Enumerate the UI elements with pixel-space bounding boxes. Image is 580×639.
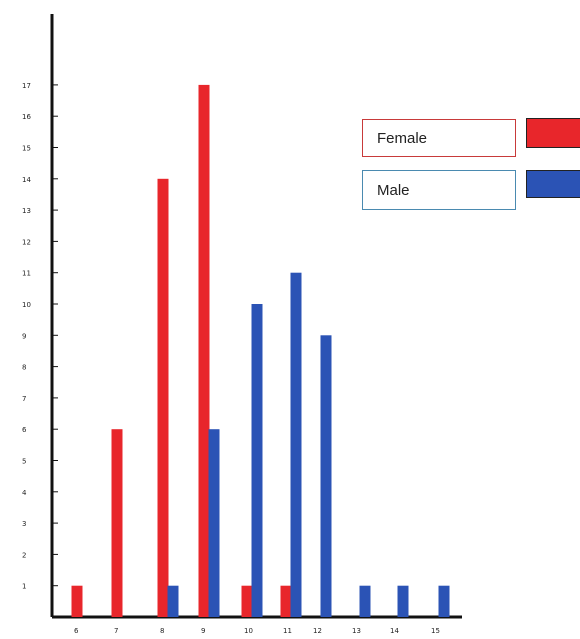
y-tick-label: 4 <box>22 489 27 497</box>
y-tick-label: 5 <box>22 458 26 466</box>
x-tick-label: 14 <box>390 627 399 635</box>
male-bar-11 <box>290 272 302 617</box>
male-bar-13 <box>359 585 371 617</box>
female-bar-6 <box>71 585 83 617</box>
y-tick-label: 9 <box>22 332 26 340</box>
male-bar-8 <box>167 585 179 617</box>
female-bar-10 <box>241 585 253 617</box>
x-tick-label: 6 <box>74 627 79 635</box>
y-tick-label: 1 <box>22 583 26 591</box>
y-tick-label: 7 <box>22 395 26 403</box>
male-bar-12 <box>320 335 332 617</box>
x-tick-label: 13 <box>352 627 361 635</box>
male-bar-9 <box>208 429 220 617</box>
y-tick-label: 2 <box>22 551 26 559</box>
legend-female-swatch <box>526 118 580 148</box>
legend-female-label: Female <box>362 119 516 157</box>
y-tick-label: 6 <box>22 426 27 434</box>
male-bar-14 <box>397 585 409 617</box>
x-tick-label: 9 <box>201 627 205 635</box>
female-bar-9 <box>198 84 210 617</box>
legend-female-text: Female <box>377 129 428 147</box>
female-bar-11 <box>280 585 292 617</box>
legend-male-label: Male <box>362 170 516 210</box>
y-tick-label: 3 <box>22 520 26 528</box>
x-tick-label: 8 <box>160 627 164 635</box>
y-tick-label: 14 <box>22 176 31 184</box>
x-tick-label: 10 <box>244 627 253 635</box>
x-tick-label: 15 <box>431 627 440 635</box>
x-axis: 6 7 8 9 10 11 12 13 14 15 <box>52 615 462 635</box>
x-tick-label: 11 <box>283 627 292 635</box>
y-tick-label: 10 <box>22 301 31 309</box>
y-tick-label: 16 <box>22 113 31 121</box>
female-bar-7 <box>111 429 123 617</box>
y-tick-label: 13 <box>22 207 31 215</box>
x-tick-label: 12 <box>313 627 322 635</box>
legend-male-text: Male <box>377 181 410 199</box>
bars <box>71 84 450 618</box>
y-tick-label: 17 <box>22 82 31 90</box>
legend-male-swatch <box>526 170 580 198</box>
male-bar-15 <box>438 585 450 617</box>
male-bar-10 <box>251 304 263 617</box>
x-tick-label: 7 <box>114 627 118 635</box>
y-tick-label: 11 <box>22 270 31 278</box>
y-tick-label: 15 <box>22 145 31 153</box>
y-tick-label: 12 <box>22 238 31 246</box>
female-bar-8 <box>157 178 169 618</box>
y-tick-label: 8 <box>22 364 26 372</box>
